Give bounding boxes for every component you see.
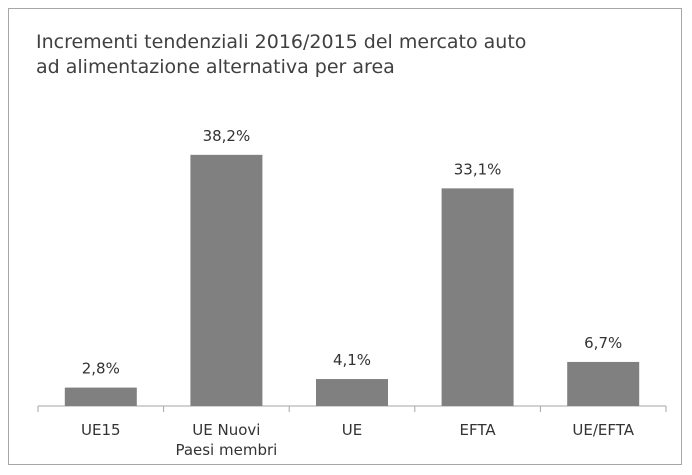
data-label: 6,7% xyxy=(584,334,622,352)
data-label: 2,8% xyxy=(82,360,120,378)
bar xyxy=(64,387,137,406)
data-label: 38,2% xyxy=(203,127,251,145)
bar xyxy=(441,188,514,406)
bar xyxy=(190,154,263,406)
chart-title: Incrementi tendenziali 2016/2015 del mer… xyxy=(36,31,527,78)
data-label: 4,1% xyxy=(333,351,371,369)
x-tick-label: UE xyxy=(341,421,363,439)
chart-frame xyxy=(8,8,682,465)
x-tick-label: EFTA xyxy=(459,421,496,439)
x-tick-label: UE/EFTA xyxy=(572,421,634,439)
x-tick-label: UE Nuovi Paesi membri xyxy=(175,421,278,459)
bar xyxy=(567,361,640,406)
data-label: 33,1% xyxy=(454,160,502,178)
bar xyxy=(316,379,388,406)
x-tick-label: UE15 xyxy=(81,421,121,439)
